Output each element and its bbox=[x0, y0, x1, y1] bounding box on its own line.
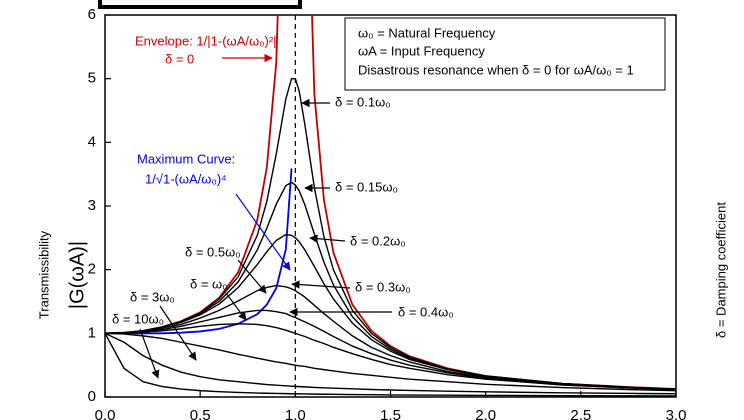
series-label: δ = 0.5ω₀ bbox=[185, 244, 241, 259]
y-tick-label: 2 bbox=[88, 261, 96, 278]
series-label: δ = 0.15ω₀ bbox=[335, 179, 398, 194]
series-label: δ = 0.2ω₀ bbox=[350, 233, 406, 248]
y-axis-label: Transmissibility bbox=[36, 230, 51, 319]
label-arrow bbox=[291, 280, 351, 289]
label-arrow bbox=[225, 292, 247, 321]
plot-area bbox=[105, 15, 676, 397]
x-tick-label: 1.0 bbox=[285, 407, 306, 420]
info-line: ω₀ = Natural Frequency bbox=[358, 25, 496, 40]
label-arrow bbox=[235, 193, 291, 271]
series-label: Maximum Curve: bbox=[137, 151, 235, 166]
series-line bbox=[105, 168, 293, 335]
info-line: ωA = Input Frequency bbox=[358, 43, 485, 58]
y-tick-label: 0 bbox=[88, 388, 96, 405]
annotation: Envelope: 1/|1-(ωA/ω₀)²| bbox=[135, 33, 277, 48]
label-arrow bbox=[159, 305, 197, 361]
series-line bbox=[105, 233, 676, 390]
label-arrow bbox=[139, 328, 160, 379]
y-tick-label: 6 bbox=[88, 6, 96, 23]
series-line bbox=[105, 284, 676, 390]
y-tick-label: 1 bbox=[88, 324, 96, 341]
x-tick-label: 2.0 bbox=[475, 407, 496, 420]
series-label: δ = 0.4ω₀ bbox=[398, 304, 454, 319]
y-tick-label: 5 bbox=[88, 70, 96, 87]
x-tick-label: 2.5 bbox=[570, 407, 591, 420]
series-line bbox=[105, 323, 676, 391]
series-line bbox=[105, 332, 676, 397]
series-line bbox=[105, 309, 676, 391]
series-line bbox=[105, 332, 676, 395]
x-tick-label: 0.5 bbox=[190, 407, 211, 420]
x-tick-label: 0.0 bbox=[95, 407, 116, 420]
label-arrow bbox=[309, 234, 346, 243]
series-line bbox=[105, 332, 676, 392]
series-label: δ = 10ω₀ bbox=[112, 311, 164, 326]
top-box bbox=[98, 0, 302, 9]
info-line: Disastrous resonance when δ = 0 for ωA/ω… bbox=[358, 62, 634, 77]
y-tick-label: 3 bbox=[88, 197, 96, 214]
x-tick-label: 3.0 bbox=[666, 407, 687, 420]
series-label: δ = 0.3ω₀ bbox=[355, 279, 411, 294]
y-axis-label: |G(ωA)| bbox=[66, 241, 88, 309]
right-label: δ = Damping coefficient bbox=[713, 202, 728, 338]
series-label: δ = 0.1ω₀ bbox=[335, 94, 391, 109]
series-label: δ = 3ω₀ bbox=[130, 289, 175, 304]
x-tick-label: 1.5 bbox=[380, 407, 401, 420]
series-label: δ = 0 bbox=[165, 51, 194, 66]
series-label: δ = ω₀ bbox=[190, 276, 228, 291]
label-arrow bbox=[237, 259, 267, 294]
y-tick-label: 4 bbox=[88, 133, 96, 150]
info-box bbox=[344, 17, 666, 91]
annotation: 1/√1-(ωA/ω₀)⁴ bbox=[145, 171, 227, 186]
